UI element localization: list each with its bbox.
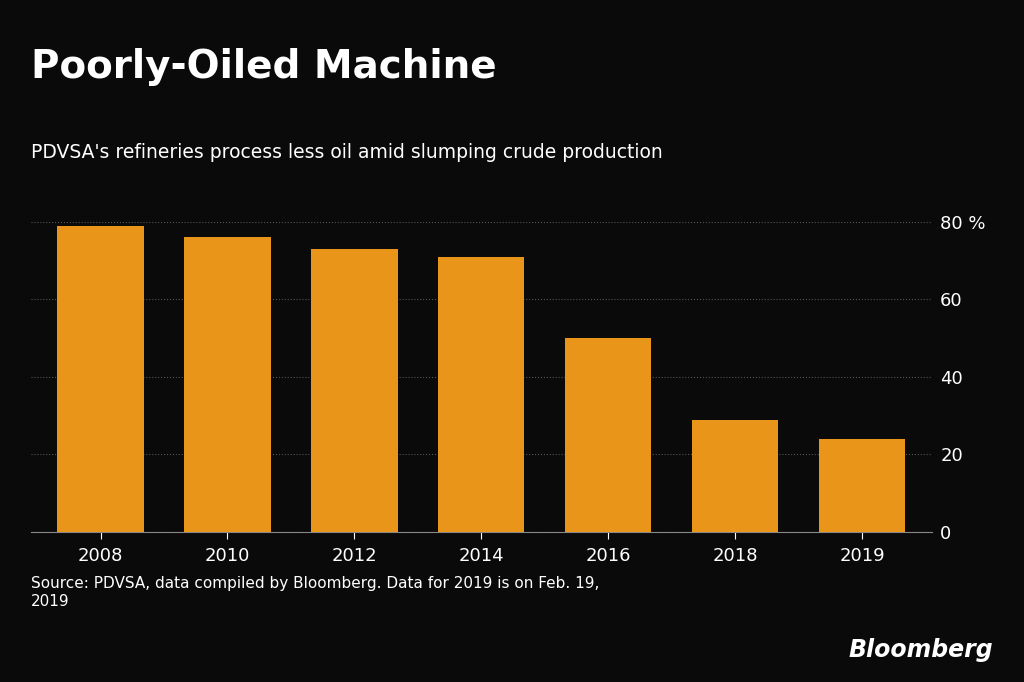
Bar [57,226,143,532]
Text: Poorly-Oiled Machine: Poorly-Oiled Machine [31,48,497,86]
Text: Bloomberg: Bloomberg [849,638,993,662]
Text: Source: PDVSA, data compiled by Bloomberg. Data for 2019 is on Feb. 19,
2019: Source: PDVSA, data compiled by Bloomber… [31,576,599,609]
Text: PDVSA's refineries process less oil amid slumping crude production: PDVSA's refineries process less oil amid… [31,143,663,162]
Bar [438,257,524,532]
Bar [565,338,651,532]
Bar [311,249,397,532]
Bar [819,439,905,532]
Bar [692,419,778,532]
Bar [184,237,270,532]
